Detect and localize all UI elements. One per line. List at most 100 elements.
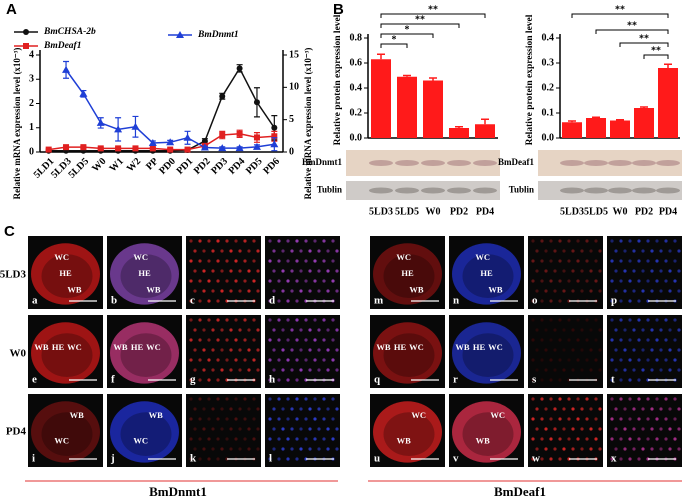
tissue: [452, 401, 521, 463]
nucleus: [641, 447, 645, 451]
nucleus: [229, 427, 233, 431]
nucleus: [598, 269, 602, 273]
nucleus: [540, 457, 544, 461]
nucleus: [281, 249, 285, 253]
nucleus: [571, 427, 575, 431]
nucleus: [317, 348, 321, 352]
micrograph-letter: q: [374, 374, 381, 386]
region-label: WC: [475, 252, 490, 262]
nucleus: [256, 368, 260, 372]
error-bar: [403, 74, 411, 77]
nucleus: [619, 397, 623, 401]
nucleus: [281, 368, 285, 372]
nucleus: [562, 427, 566, 431]
nucleus: [286, 358, 290, 362]
nucleus: [641, 407, 645, 411]
nucleus: [247, 447, 251, 451]
nucleus: [220, 368, 224, 372]
nucleus: [664, 259, 668, 263]
nucleus: [331, 239, 335, 243]
nucleus: [198, 437, 202, 441]
y2-tick-label: 5: [289, 114, 294, 125]
nucleus: [290, 289, 294, 293]
micrograph: l: [265, 394, 340, 467]
region-label: WC: [133, 435, 148, 445]
nucleus: [216, 457, 220, 461]
nucleus: [646, 239, 650, 243]
nucleus: [252, 259, 256, 263]
x-tick-label: PD6: [261, 156, 282, 177]
nucleus: [229, 328, 233, 332]
nucleus: [189, 457, 193, 461]
nucleus: [313, 338, 317, 342]
nucleus: [598, 447, 602, 451]
nucleus: [189, 417, 193, 421]
marker: [96, 118, 105, 126]
nucleus: [598, 249, 602, 253]
nucleus: [286, 279, 290, 283]
nucleus: [553, 348, 557, 352]
y2-tick-label: 15: [289, 49, 299, 60]
nucleus: [632, 289, 636, 293]
micrograph: w: [528, 394, 603, 467]
nucleus: [234, 318, 238, 322]
micrograph-letter: v: [453, 453, 459, 465]
nucleus: [650, 269, 654, 273]
nucleus: [234, 417, 238, 421]
nucleus: [202, 447, 206, 451]
region-label: HE: [401, 268, 414, 278]
nucleus: [326, 289, 330, 293]
tissue-inner: [462, 412, 514, 457]
region-label: WC: [490, 410, 505, 420]
nucleus: [272, 368, 276, 372]
nucleus: [614, 328, 618, 332]
nucleus: [558, 279, 562, 283]
nucleus: [646, 358, 650, 362]
significance-label: **: [639, 33, 649, 44]
nucleus: [308, 368, 312, 372]
region-label: WC: [133, 252, 148, 262]
nucleus: [234, 279, 238, 283]
nucleus: [531, 457, 535, 461]
nucleus: [619, 259, 623, 263]
nucleus: [313, 437, 317, 441]
nucleus: [335, 328, 339, 332]
micrograph: c: [186, 236, 261, 309]
micrograph-letter: a: [32, 295, 38, 307]
nucleus: [598, 407, 602, 411]
nucleus: [664, 437, 668, 441]
nucleus: [281, 289, 285, 293]
nucleus: [646, 279, 650, 283]
micrograph-letter: b: [111, 295, 117, 307]
nucleus: [335, 269, 339, 273]
nucleus: [567, 358, 571, 362]
nucleus: [252, 338, 256, 342]
x-tick-label: 5LD3: [369, 206, 393, 217]
nucleus: [220, 269, 224, 273]
nucleus: [641, 289, 645, 293]
nucleus: [256, 289, 260, 293]
x-tick-label: 5LD5: [584, 206, 608, 217]
nucleus: [571, 289, 575, 293]
blot-band: [473, 187, 497, 194]
panel-label: A: [6, 1, 17, 18]
nucleus: [553, 328, 557, 332]
nucleus: [637, 299, 641, 303]
nucleus: [594, 358, 598, 362]
nucleus: [628, 437, 632, 441]
nucleus: [326, 447, 330, 451]
nucleus: [580, 447, 584, 451]
error-bar: [664, 63, 672, 68]
y-tick-label: 0.4: [350, 82, 363, 93]
region-label: WB: [149, 410, 164, 420]
tissue: [110, 243, 179, 305]
nucleus: [335, 348, 339, 352]
tissue: [31, 243, 100, 305]
nucleus: [641, 269, 645, 273]
nucleus: [668, 269, 672, 273]
nucleus: [335, 249, 339, 253]
nucleus: [677, 269, 681, 273]
nucleus: [252, 437, 256, 441]
significance-bracket: [619, 42, 669, 47]
